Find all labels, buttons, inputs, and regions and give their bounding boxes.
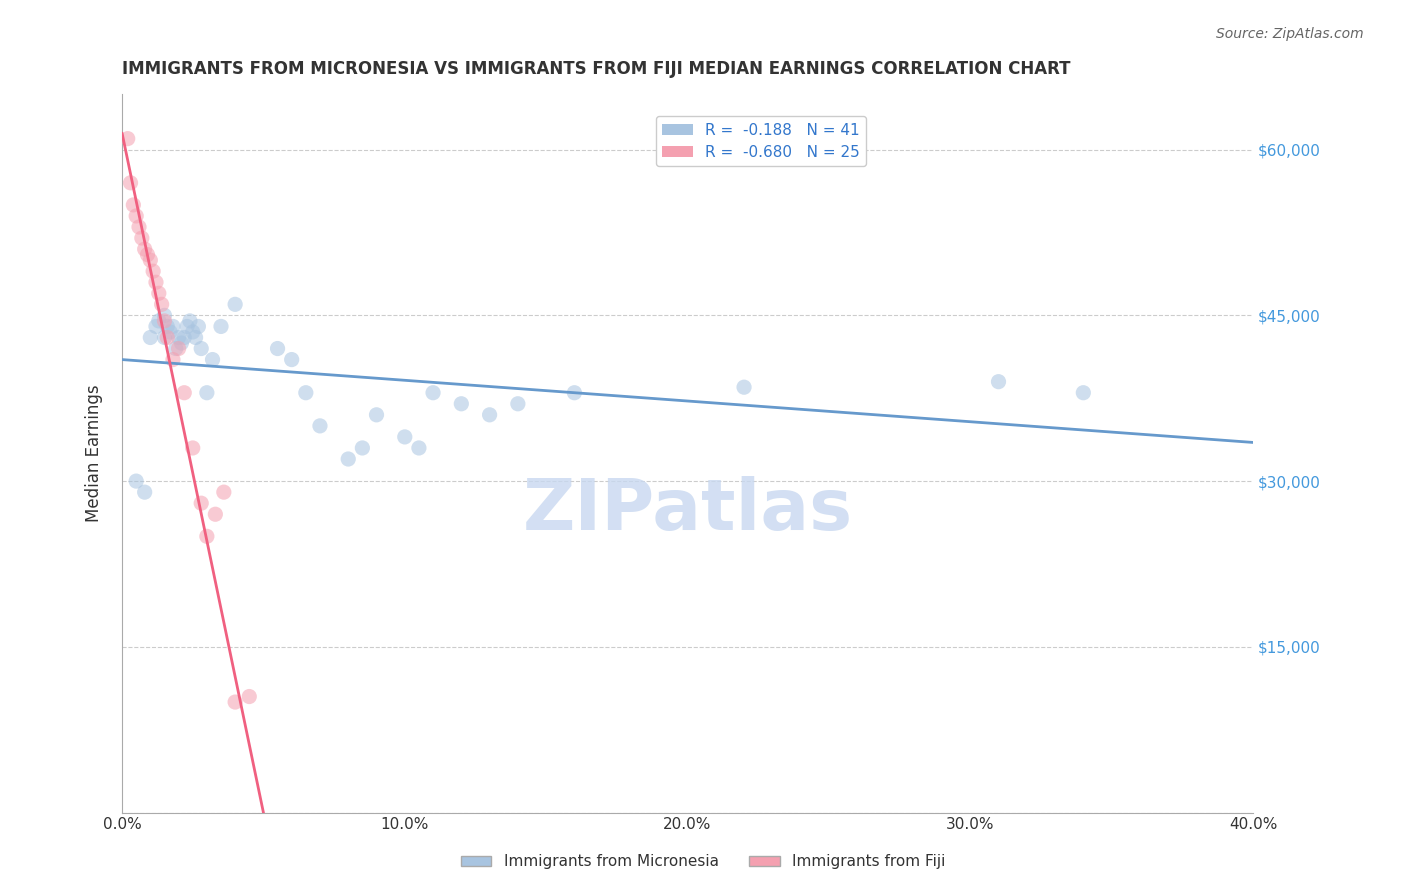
Point	[450, 397, 472, 411]
Point	[564, 385, 586, 400]
Point	[422, 385, 444, 400]
Legend: Immigrants from Micronesia, Immigrants from Fiji: Immigrants from Micronesia, Immigrants f…	[454, 848, 952, 875]
Point	[167, 342, 190, 356]
Point	[478, 408, 501, 422]
Point	[120, 176, 142, 190]
Point	[167, 330, 190, 344]
Point	[209, 319, 232, 334]
Point	[212, 485, 235, 500]
Point	[184, 330, 207, 344]
Point	[139, 330, 162, 344]
Point	[224, 297, 246, 311]
Point	[139, 253, 162, 268]
Point	[131, 231, 153, 245]
Point	[145, 275, 167, 289]
Point	[181, 441, 204, 455]
Point	[122, 198, 145, 212]
Point	[987, 375, 1010, 389]
Point	[162, 319, 184, 334]
Point	[181, 325, 204, 339]
Point	[295, 385, 318, 400]
Point	[148, 286, 170, 301]
Point	[506, 397, 529, 411]
Text: Source: ZipAtlas.com: Source: ZipAtlas.com	[1216, 27, 1364, 41]
Point	[125, 209, 148, 223]
Point	[733, 380, 755, 394]
Point	[352, 441, 374, 455]
Point	[190, 342, 212, 356]
Point	[201, 352, 224, 367]
Point	[1073, 385, 1095, 400]
Point	[179, 314, 201, 328]
Point	[165, 342, 187, 356]
Point	[173, 385, 195, 400]
Point	[176, 319, 198, 334]
Point	[170, 336, 193, 351]
Legend: R =  -0.188   N = 41, R =  -0.680   N = 25: R = -0.188 N = 41, R = -0.680 N = 25	[657, 117, 866, 166]
Point	[195, 385, 218, 400]
Point	[224, 695, 246, 709]
Point	[134, 485, 156, 500]
Point	[117, 131, 139, 145]
Point	[366, 408, 388, 422]
Point	[162, 352, 184, 367]
Text: IMMIGRANTS FROM MICRONESIA VS IMMIGRANTS FROM FIJI MEDIAN EARNINGS CORRELATION C: IMMIGRANTS FROM MICRONESIA VS IMMIGRANTS…	[122, 60, 1070, 78]
Point	[148, 314, 170, 328]
Point	[159, 325, 181, 339]
Point	[153, 330, 176, 344]
Point	[128, 219, 150, 234]
Point	[408, 441, 430, 455]
Point	[309, 418, 332, 433]
Point	[337, 452, 360, 467]
Point	[238, 690, 260, 704]
Text: ZIPatlas: ZIPatlas	[523, 476, 852, 545]
Point	[204, 508, 226, 522]
Point	[150, 297, 173, 311]
Point	[266, 342, 288, 356]
Point	[125, 474, 148, 488]
Point	[145, 319, 167, 334]
Point	[394, 430, 416, 444]
Point	[280, 352, 302, 367]
Point	[156, 319, 179, 334]
Point	[156, 330, 179, 344]
Point	[173, 330, 195, 344]
Point	[134, 242, 156, 256]
Point	[153, 309, 176, 323]
Point	[190, 496, 212, 510]
Point	[153, 314, 176, 328]
Y-axis label: Median Earnings: Median Earnings	[86, 384, 103, 523]
Point	[136, 247, 159, 261]
Point	[187, 319, 209, 334]
Point	[195, 529, 218, 543]
Point	[142, 264, 165, 278]
